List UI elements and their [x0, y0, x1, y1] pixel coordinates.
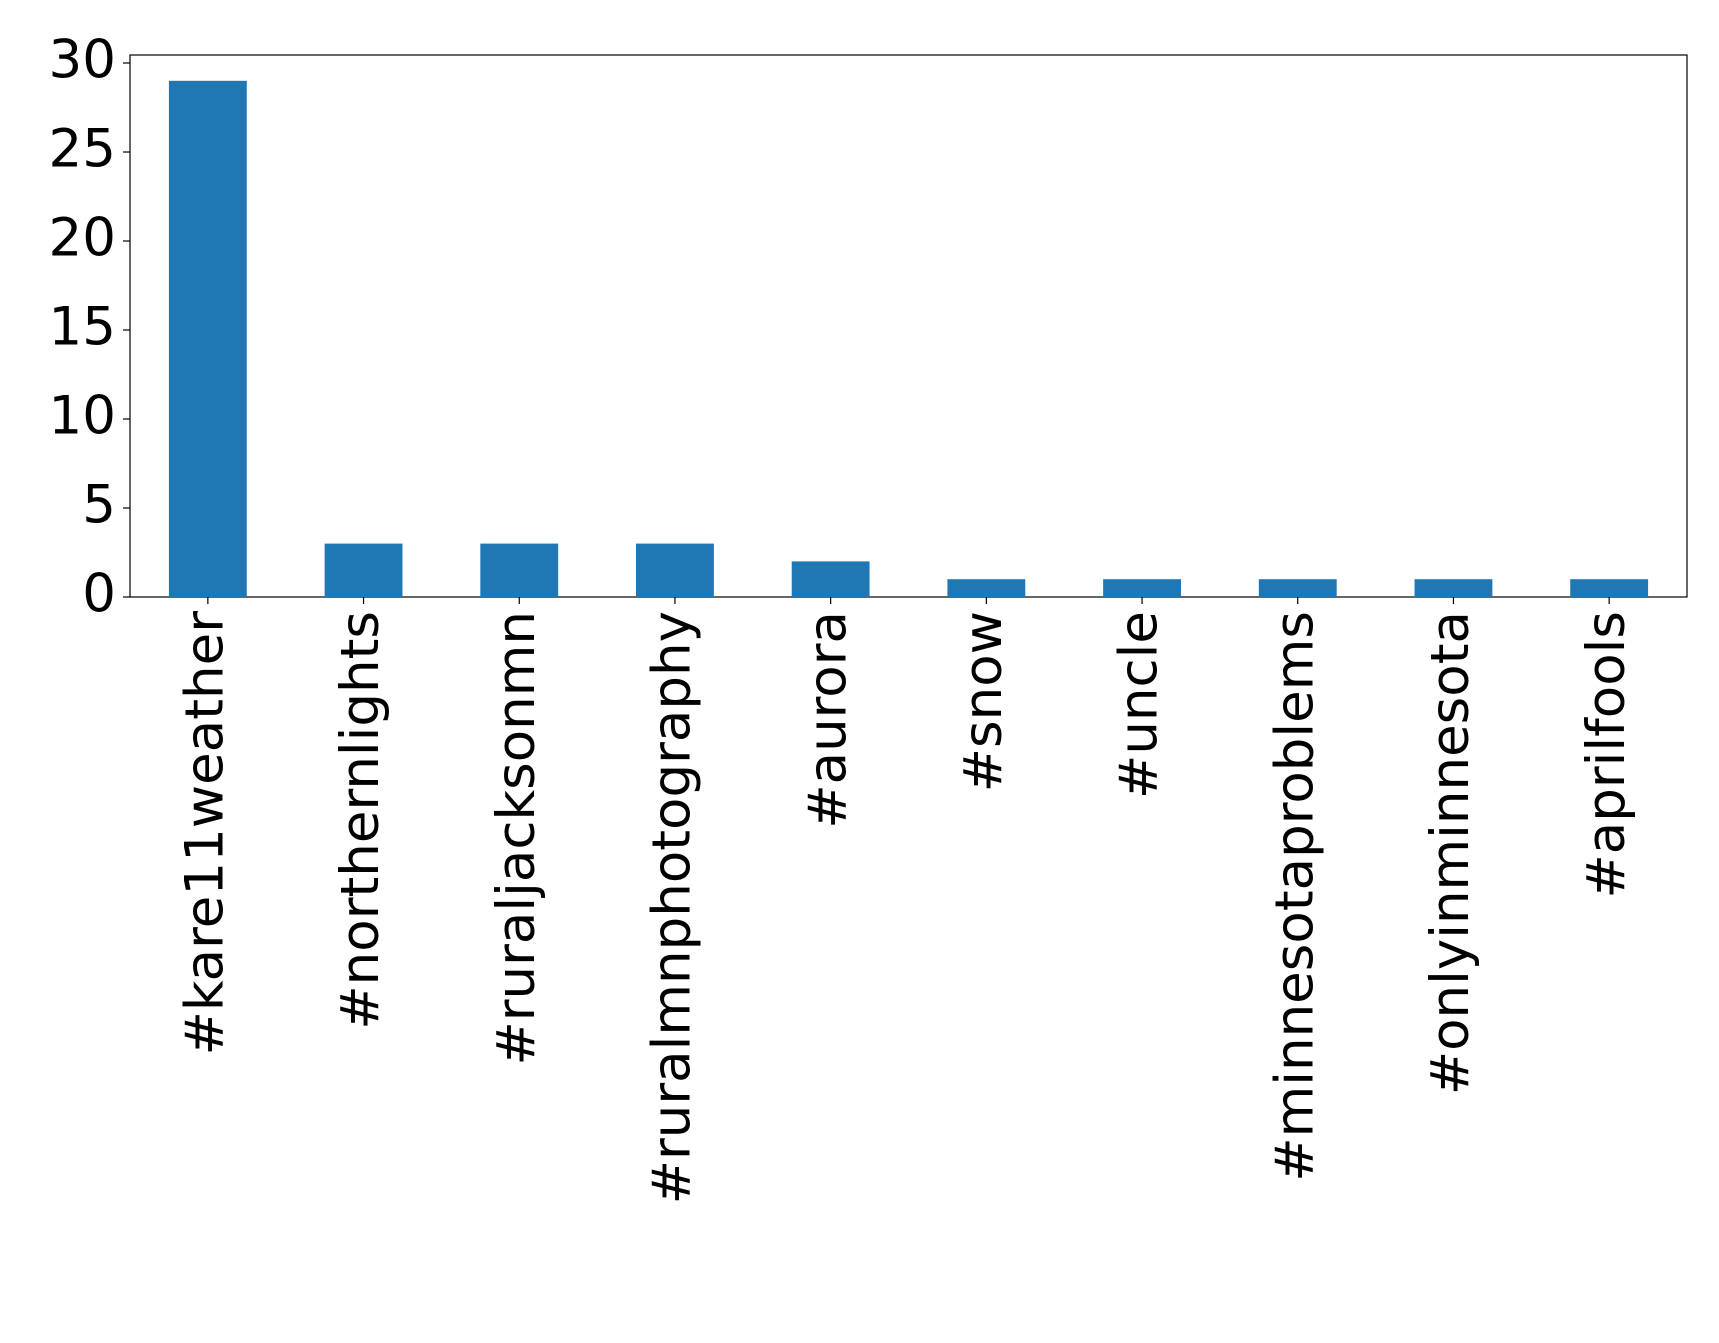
bar: [947, 579, 1026, 597]
bar: [1258, 579, 1337, 597]
x-tick-label: #ruralmnphotography: [642, 611, 703, 1204]
bar: [1570, 579, 1649, 597]
bar: [1103, 579, 1181, 597]
bar: [168, 80, 247, 598]
y-tick-label: 25: [49, 119, 116, 180]
x-tick-label: #northernlights: [330, 611, 391, 1030]
bar: [791, 561, 870, 597]
bar: [480, 543, 559, 597]
y-tick-label: 20: [49, 208, 116, 269]
x-tick-label: #aprilfools: [1576, 611, 1637, 899]
x-tick-label: #ruraljacksonmn: [486, 611, 547, 1066]
x-tick-label: #onlyinminnesota: [1420, 611, 1481, 1095]
x-tick-label: #kare11weather: [174, 611, 235, 1056]
y-tick-label: 10: [49, 386, 116, 447]
x-tick-label: #snow: [953, 611, 1014, 792]
x-tick-label: #uncle: [1109, 611, 1170, 799]
y-tick-label: 30: [49, 30, 116, 91]
bar: [636, 543, 714, 597]
bar: [324, 543, 403, 597]
x-tick-label: #aurora: [797, 611, 858, 829]
y-tick-label: 5: [82, 475, 116, 536]
bar: [1414, 579, 1493, 597]
plot-frame: [129, 54, 1688, 598]
x-tick-label: #minnesotaproblems: [1264, 611, 1325, 1182]
y-tick-label: 0: [82, 564, 116, 625]
y-tick-label: 15: [49, 297, 116, 358]
